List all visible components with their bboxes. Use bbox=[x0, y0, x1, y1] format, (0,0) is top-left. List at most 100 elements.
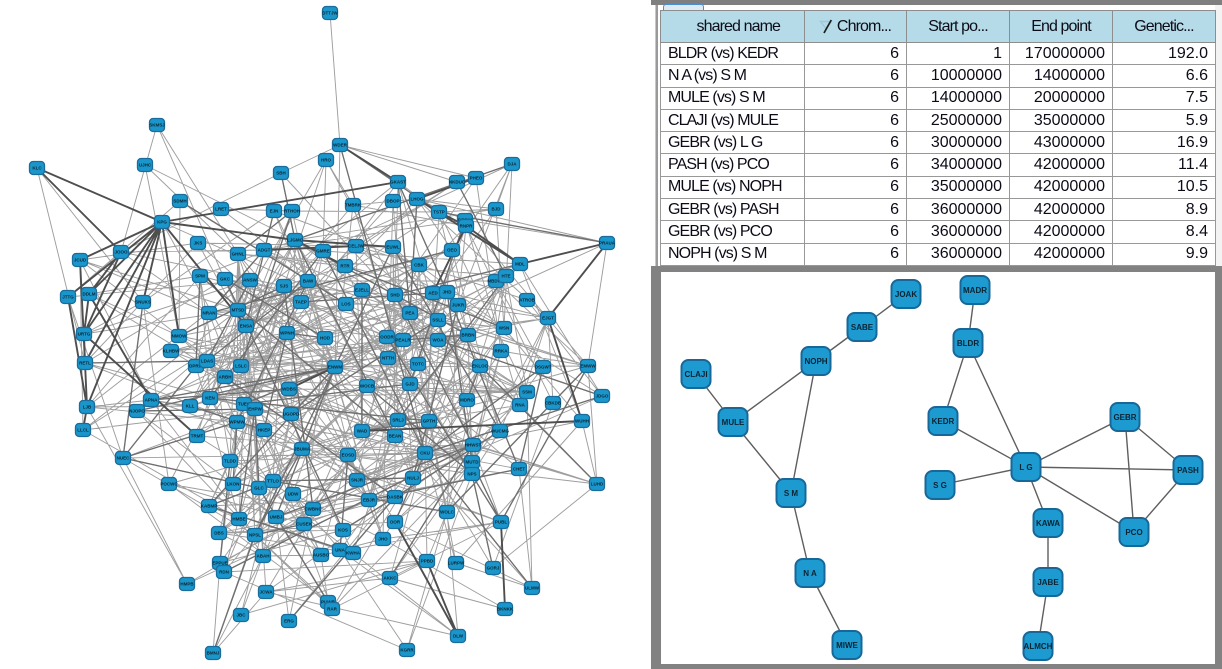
svg-text:WOLC: WOLC bbox=[440, 510, 454, 515]
svg-text:JOOO: JOOO bbox=[114, 250, 128, 255]
svg-text:JOAK: JOAK bbox=[895, 290, 917, 299]
svg-text:MTSD: MTSD bbox=[232, 308, 245, 313]
svg-text:OOR: OOR bbox=[390, 520, 401, 525]
svg-text:GMRE: GMRE bbox=[316, 249, 330, 254]
svg-text:PCO: PCO bbox=[1125, 528, 1142, 537]
svg-text:NULJ: NULJ bbox=[407, 476, 419, 481]
svg-text:WPNH: WPNH bbox=[280, 331, 294, 336]
svg-text:UDW: UDW bbox=[288, 492, 299, 497]
svg-text:UMBJ: UMBJ bbox=[270, 515, 283, 520]
svg-text:RRKA: RRKA bbox=[495, 349, 509, 354]
svg-text:BRBN: BRBN bbox=[462, 333, 475, 338]
svg-text:KOS: KOS bbox=[338, 528, 348, 533]
svg-text:APNA: APNA bbox=[145, 398, 159, 403]
svg-text:S G: S G bbox=[933, 481, 947, 490]
svg-text:RAR: RAR bbox=[327, 607, 337, 612]
svg-text:KWHA: KWHA bbox=[346, 551, 361, 556]
svg-text:TTLO: TTLO bbox=[267, 479, 279, 484]
svg-text:KLHBW: KLHBW bbox=[163, 349, 180, 354]
svg-text:KEN: KEN bbox=[205, 396, 215, 401]
svg-text:NMOW: NMOW bbox=[172, 334, 187, 339]
svg-text:LJGMC: LJGMC bbox=[287, 238, 304, 243]
svg-text:KABMP: KABMP bbox=[201, 504, 218, 509]
svg-text:WDER: WDER bbox=[333, 143, 347, 148]
svg-text:SRLJ: SRLJ bbox=[392, 418, 404, 423]
svg-text:JTTG: JTTG bbox=[62, 295, 74, 300]
svg-text:BJD: BJD bbox=[491, 207, 501, 212]
svg-text:EJN: EJN bbox=[270, 209, 279, 214]
svg-text:NRAN: NRAN bbox=[203, 311, 216, 316]
svg-text:TSTP: TSTP bbox=[433, 210, 445, 215]
svg-text:MIWE: MIWE bbox=[836, 641, 858, 650]
svg-text:TRMT: TRMT bbox=[191, 434, 204, 439]
svg-text:WUCMG: WUCMG bbox=[491, 429, 509, 434]
svg-text:NKDUC: NKDUC bbox=[449, 180, 466, 185]
svg-text:DPRW: DPRW bbox=[189, 364, 203, 369]
svg-text:CKU: CKU bbox=[420, 451, 430, 456]
svg-text:LKON: LKON bbox=[227, 482, 240, 487]
svg-text:ENWM: ENWM bbox=[328, 365, 342, 370]
svg-text:KPG: KPG bbox=[157, 220, 167, 225]
svg-text:AED: AED bbox=[428, 291, 438, 296]
svg-text:OSGWT: OSGWT bbox=[535, 365, 552, 370]
svg-text:CHET: CHET bbox=[513, 467, 526, 472]
svg-text:ENSA: ENSA bbox=[240, 324, 253, 329]
svg-text:WDBS: WDBS bbox=[282, 387, 296, 392]
svg-text:URTG: URTG bbox=[78, 332, 91, 337]
svg-text:PHEO: PHEO bbox=[470, 176, 483, 181]
svg-text:HHWST: HHWST bbox=[465, 443, 482, 448]
svg-text:LJB: LJB bbox=[83, 405, 92, 410]
svg-text:RTR: RTR bbox=[340, 264, 350, 269]
svg-text:HMBE: HMBE bbox=[232, 517, 245, 522]
svg-text:JBUMA: JBUMA bbox=[294, 447, 311, 452]
svg-text:SABE: SABE bbox=[851, 323, 874, 332]
svg-text:BAW: BAW bbox=[303, 279, 314, 284]
svg-text:PPBD: PPBD bbox=[421, 559, 434, 564]
svg-text:ARBH: ARBH bbox=[219, 375, 232, 380]
svg-text:EKLOC: EKLOC bbox=[472, 364, 489, 369]
svg-text:DBOP: DBOP bbox=[386, 199, 399, 204]
svg-text:LUHD: LUHD bbox=[591, 482, 604, 487]
svg-text:SPM: SPM bbox=[195, 274, 205, 279]
svg-text:GLC: GLC bbox=[254, 486, 264, 491]
svg-text:BKNKK: BKNKK bbox=[497, 607, 514, 612]
svg-text:SKMSJ: SKMSJ bbox=[149, 123, 165, 128]
svg-text:OODR: OODR bbox=[380, 335, 394, 340]
svg-text:WAD: WAD bbox=[357, 429, 368, 434]
svg-text:ANSW: ANSW bbox=[243, 278, 258, 283]
svg-text:WSN: WSN bbox=[499, 326, 510, 331]
svg-text:WOA: WOA bbox=[433, 338, 445, 343]
svg-text:SNUKS: SNUKS bbox=[135, 300, 151, 305]
svg-text:DTTJW: DTTJW bbox=[322, 11, 338, 16]
svg-text:HOD: HOD bbox=[320, 336, 331, 341]
svg-text:PASH: PASH bbox=[1177, 466, 1199, 475]
svg-text:CUSEK: CUSEK bbox=[296, 522, 313, 527]
svg-text:GHNL: GHNL bbox=[232, 252, 245, 257]
svg-text:DASBK: DASBK bbox=[387, 495, 404, 500]
svg-text:RETL: RETL bbox=[79, 361, 91, 366]
svg-text:MADR: MADR bbox=[963, 286, 987, 295]
svg-text:MDRO: MDRO bbox=[460, 398, 474, 403]
svg-text:UGOPD: UGOPD bbox=[283, 412, 300, 417]
svg-text:CBKDB: CBKDB bbox=[545, 401, 562, 406]
svg-text:POCWC: POCWC bbox=[160, 482, 178, 487]
svg-text:JKS: JKS bbox=[194, 241, 203, 246]
svg-text:HTE: HTE bbox=[502, 274, 511, 279]
svg-text:TAEP: TAEP bbox=[295, 300, 307, 305]
svg-text:SNJR: SNJR bbox=[351, 478, 364, 483]
svg-text:WUHH: WUHH bbox=[575, 419, 589, 424]
svg-text:RNA: RNA bbox=[515, 403, 525, 408]
svg-text:WPMW: WPMW bbox=[229, 420, 245, 425]
svg-text:PRAUA: PRAUA bbox=[599, 241, 616, 246]
svg-text:BMNJ: BMNJ bbox=[207, 651, 220, 656]
svg-text:GKAST: GKAST bbox=[390, 180, 406, 185]
svg-text:CWBNC: CWBNC bbox=[304, 507, 322, 512]
svg-text:JCWA: JCWA bbox=[259, 590, 273, 595]
svg-text:KLC: KLC bbox=[32, 166, 42, 171]
svg-text:MDL: MDL bbox=[515, 262, 525, 267]
svg-text:JHD: JHD bbox=[442, 290, 452, 295]
svg-text:SBH: SBH bbox=[276, 171, 286, 176]
svg-text:CELJW: CELJW bbox=[348, 244, 365, 249]
svg-text:KGRR: KGRR bbox=[400, 648, 414, 653]
svg-text:EPPUE: EPPUE bbox=[212, 561, 227, 566]
